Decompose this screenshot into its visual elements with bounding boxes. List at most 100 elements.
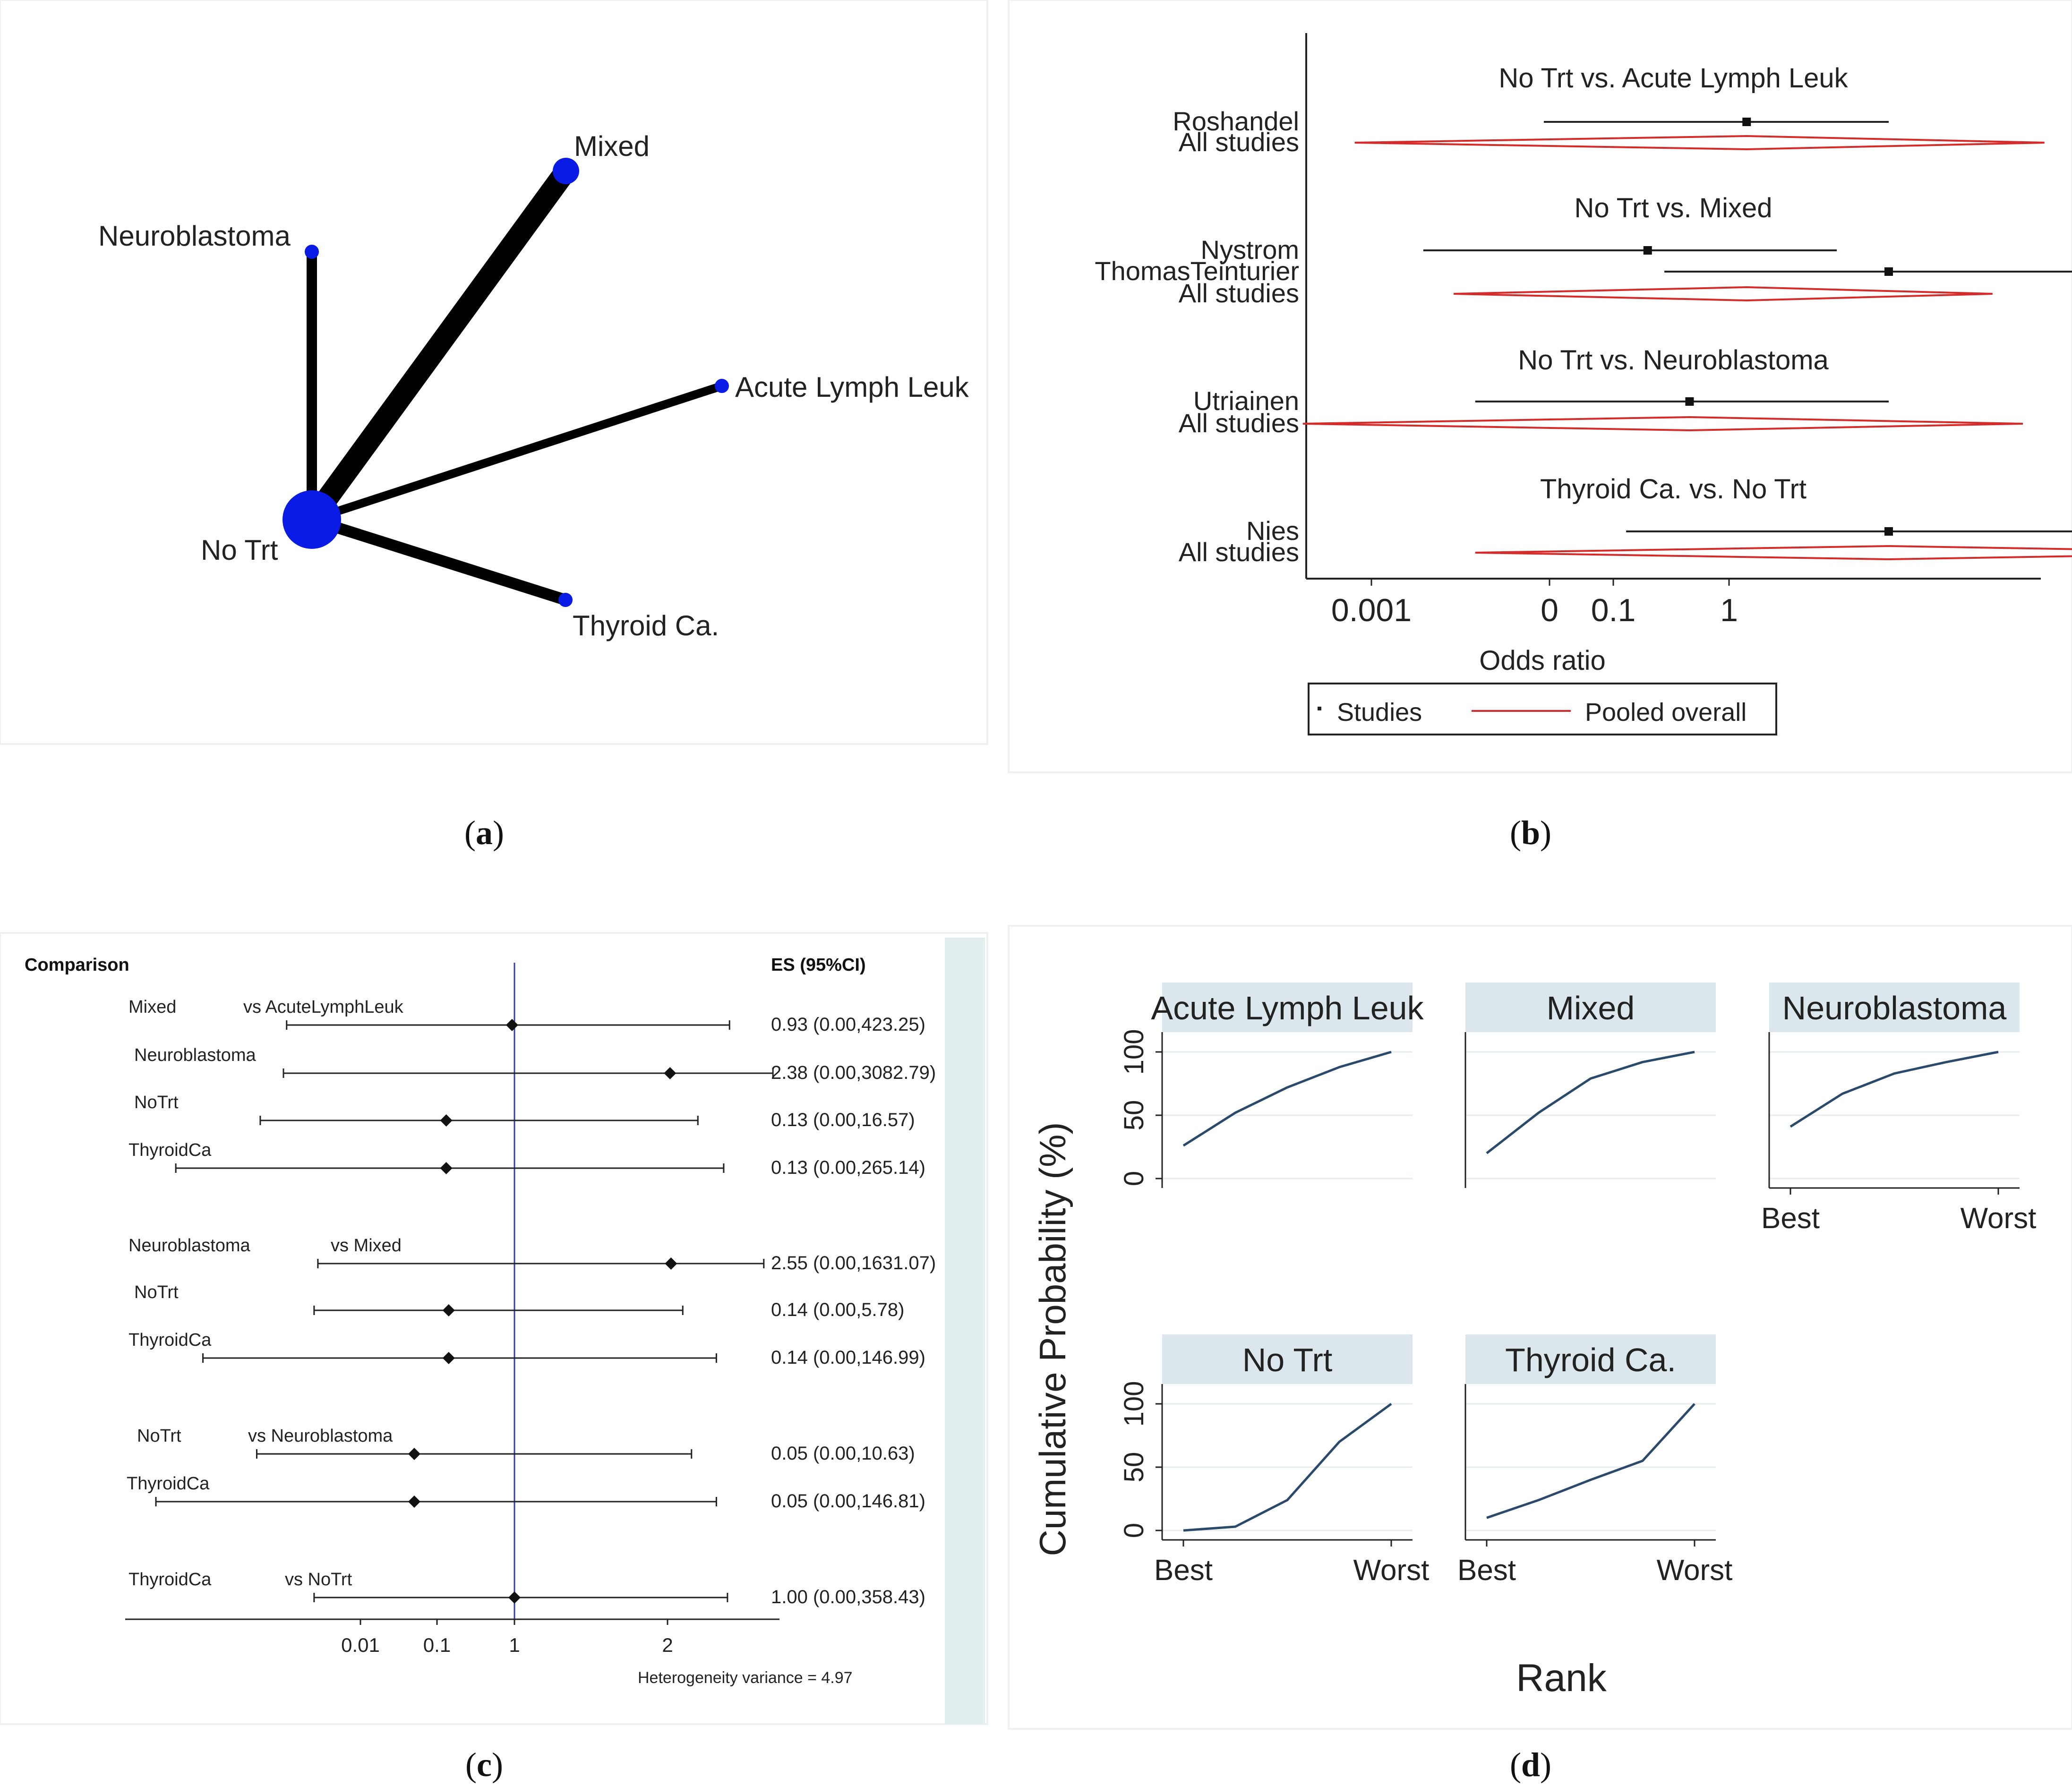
panel-c-row: NoTrt 0.14 (0.00,5.78) (134, 1282, 904, 1320)
panel-d-strip-title: Mixed (1547, 990, 1635, 1026)
panel-d-facet-acute-lymph-leuk: Acute Lymph Leuk 0 50 100 (1119, 983, 1424, 1188)
panel-b-study-label: Nies (1246, 516, 1299, 546)
panel-d-ytick-label: 100 (1119, 1029, 1149, 1075)
panel-b-tick-label-0-001: 0.001 (1331, 592, 1412, 628)
panel-c-row-name: Neuroblastoma (128, 1236, 251, 1256)
panel-c-row-name: Mixed (128, 997, 176, 1017)
panel-c-tick-label-0-1: 0.1 (423, 1634, 451, 1656)
panel-c-row-name: ThyroidCa (128, 1570, 212, 1589)
panel-c-footnote: Heterogeneity variance = 4.97 (638, 1669, 853, 1687)
panel-d-ytick-label: 0 (1119, 1171, 1149, 1186)
panel-c-row-name: ThyroidCa (127, 1474, 210, 1494)
panel-d-strip (1162, 983, 1413, 1032)
panel-c-row-point (665, 1257, 677, 1270)
panel-d-strip-title: Thyroid Ca. (1505, 1342, 1676, 1378)
panel-d-strip-title: No Trt (1242, 1342, 1333, 1378)
panel-c-row-name: ThyroidCa (128, 1330, 212, 1350)
panel-c-row-ci-text: 0.05 (0.00,146.81) (771, 1491, 925, 1512)
panel-b-group-title: No Trt vs. Acute Lymph Leuk (1498, 63, 1848, 94)
panel-c-row-ci-text: 0.93 (0.00,423.25) (771, 1014, 925, 1035)
panel-b-tick-label-1: 1 (1720, 592, 1738, 628)
panel-b-group-no-trt-vs-mixed: No Trt vs. Mixed NystromThomasTeinturierA… (1095, 193, 2072, 308)
network-edge-mixed (303, 164, 575, 526)
legend-studies-label: Studies (1337, 698, 1422, 726)
panel-d-strip (1465, 1334, 1716, 1384)
panel-c-row-name: NoTrt (134, 1093, 179, 1112)
panel-d-xtick-label: Best (1457, 1554, 1516, 1587)
panel-b-study-point (1884, 267, 1893, 276)
panel-d-strip (1465, 983, 1716, 1032)
panel-c-tick-label-1: 1 (509, 1634, 520, 1656)
panel-b-pooled-diamond (1354, 135, 2045, 151)
panel-c-row: NoTrt 0.13 (0.00,16.57) (134, 1093, 915, 1130)
panel-d-strip (1162, 1334, 1413, 1384)
caption-c: (c) (465, 1746, 503, 1784)
panel-d-curve-mixed (1486, 1051, 1695, 1154)
panel-c-row-point (664, 1067, 676, 1079)
panel-d-strip-title: Acute Lymph Leuk (1151, 990, 1424, 1026)
panel-a-network: No Trt Mixed Neuroblastoma Acute Lymph Leuk… (0, 0, 988, 745)
panel-b-study-point (1643, 246, 1652, 255)
panel-c-row-vs: vs AcuteLymphLeuk (243, 997, 404, 1017)
panel-b-study-point (1742, 118, 1751, 126)
panel-d-ytick-label: 100 (1119, 1381, 1149, 1427)
panel-c-row-point (408, 1495, 420, 1508)
network-label-no-trt: No Trt (201, 534, 278, 566)
panel-b-pooled-diamond (1454, 286, 1993, 302)
legend-studies-marker (1318, 707, 1321, 710)
panel-b-group-no-trt-vs-acute-lymph-leuk: No Trt vs. Acute Lymph Leuk RoshandelAll … (1173, 63, 2045, 157)
panel-b-pooled-label: All studies (1179, 408, 1299, 438)
panel-c-row-point (440, 1114, 453, 1127)
panel-d-curve-no-trt (1183, 1402, 1392, 1532)
caption-b-letter: b (1521, 814, 1540, 852)
caption-a: (a) (464, 814, 504, 852)
panel-c-row-point (505, 1019, 518, 1031)
panel-b-pooled-label: All studies (1179, 127, 1299, 157)
panel-c-row: ThyroidCa 0.14 (0.00,146.99) (128, 1330, 925, 1368)
panel-d-ytick-label: 50 (1119, 1452, 1149, 1483)
panel-d-xlabel: Rank (1516, 1657, 1607, 1700)
panel-b-frame (1008, 0, 2072, 773)
panel-d-xtick-label: Worst (1353, 1554, 1430, 1587)
panel-c-row-name: Neuroblastoma (134, 1045, 257, 1065)
panel-d-ylabel: Cumulative Probability (%) (1032, 1122, 1073, 1556)
panel-c-row: ThyroidCa vs NoTrt 1.00 (0.00,358.43) (128, 1570, 925, 1607)
panel-b-legend: Studies Pooled overall (1308, 683, 1777, 735)
panel-b-study-label: Nystrom (1201, 235, 1299, 265)
panel-c-row-ci-text: 2.38 (0.00,3082.79) (771, 1062, 936, 1083)
panel-d-xtick-label: Best (1761, 1202, 1820, 1235)
panel-b-group-title: Thyroid Ca. vs. No Trt (1540, 474, 1807, 504)
panel-c-tick-label-0-01: 0.01 (341, 1634, 380, 1656)
panel-d-frame (1008, 925, 2072, 1730)
network-edge-acute-lymph-leuk (310, 382, 723, 524)
panel-c-row-point (408, 1448, 420, 1460)
panel-d-xtick-label: Best (1154, 1554, 1213, 1587)
panel-c-row-name: NoTrt (137, 1426, 181, 1446)
panel-b-study-point (1884, 527, 1893, 536)
panel-b-tick-label-0-1: 0.1 (1591, 592, 1636, 628)
panel-d-facet-mixed: Mixed (1464, 983, 1716, 1188)
panel-d-strip-title: Neuroblastoma (1782, 990, 2007, 1026)
panel-d-cumulative: Acute Lymph Leuk 0 50 100 Mixed Neuroblastoma… (1008, 925, 2072, 1730)
panel-d-curve-acute-lymph-leuk (1182, 1051, 1392, 1147)
network-label-mixed: Mixed (574, 130, 650, 162)
network-node-mixed (553, 158, 579, 184)
panel-a-frame (0, 0, 988, 745)
caption-a-letter: a (476, 814, 493, 852)
network-edge-thyroid-ca (310, 514, 567, 606)
caption-c-letter: c (477, 1746, 492, 1784)
panel-b-pooled-label: All studies (1179, 537, 1299, 567)
network-label-neuroblastoma: Neuroblastoma (98, 220, 291, 252)
panel-d-ytick-label: 50 (1119, 1100, 1149, 1131)
panel-c-row-point (440, 1162, 453, 1174)
panel-c-header-left: Comparison (25, 955, 129, 975)
panel-c-row-name: ThyroidCa (128, 1140, 212, 1160)
panel-c-row-vs: vs Mixed (331, 1236, 402, 1256)
network-node-thyroid-ca (558, 593, 573, 607)
panel-d-facet-thyroid-ca: Thyroid Ca. Best Worst (1457, 1334, 1732, 1587)
panel-c-row: Neuroblastoma vs Mixed 2.55 (0.00,1631.07) (128, 1236, 936, 1273)
panel-d-curve-thyroid-ca (1486, 1403, 1695, 1519)
